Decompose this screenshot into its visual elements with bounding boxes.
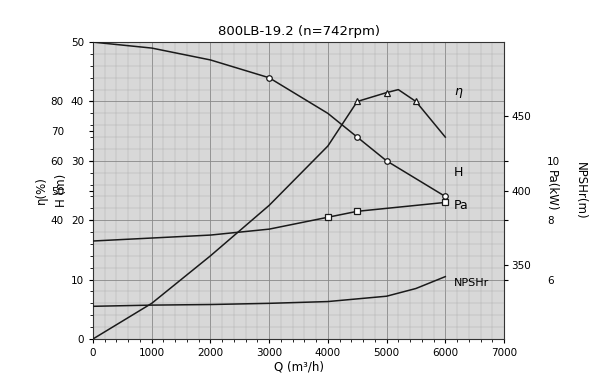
Title: 800LB-19.2 (n=742rpm): 800LB-19.2 (n=742rpm) [218,25,380,38]
Y-axis label: Pa(kW): Pa(kW) [545,170,557,211]
Y-axis label: H (m): H (m) [55,174,68,207]
Text: NPSHr: NPSHr [454,278,490,288]
X-axis label: Q (m³/h): Q (m³/h) [274,361,323,374]
Text: Pa: Pa [454,199,469,212]
Y-axis label: NPSHr(m): NPSHr(m) [574,162,587,219]
Y-axis label: η(%): η(%) [35,177,48,205]
Text: H: H [454,166,463,179]
Text: $\eta$: $\eta$ [454,85,464,100]
